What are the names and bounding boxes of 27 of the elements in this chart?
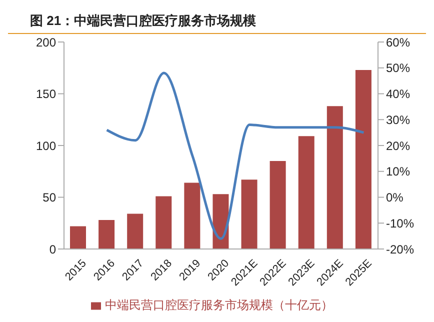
bar bbox=[298, 136, 314, 249]
line-series bbox=[106, 72, 365, 240]
bar bbox=[156, 196, 172, 249]
bar bbox=[355, 70, 372, 249]
y2-tick-label: 30% bbox=[386, 112, 410, 127]
legend-label: 中端民营口腔医疗服务市场规模（十亿元） bbox=[105, 298, 333, 312]
y-tick-label: 0 bbox=[49, 242, 56, 256]
y2-tick-label: 60% bbox=[386, 35, 410, 50]
bar bbox=[127, 214, 144, 249]
y-tick-label: 150 bbox=[36, 87, 56, 102]
bar bbox=[70, 226, 86, 249]
y-tick-label: 50 bbox=[42, 190, 56, 205]
bar bbox=[184, 182, 200, 249]
bar bbox=[270, 161, 286, 249]
y2-tick-label: 10% bbox=[386, 164, 410, 179]
y2-tick-label: -20% bbox=[386, 242, 414, 256]
bar bbox=[326, 106, 343, 249]
y2-tick-label: 40% bbox=[386, 87, 410, 102]
y-tick-label: 100 bbox=[36, 138, 56, 153]
y-tick-label: 200 bbox=[36, 35, 56, 50]
y2-tick-label: 20% bbox=[386, 138, 410, 153]
bar bbox=[98, 220, 115, 249]
bar bbox=[241, 180, 258, 249]
y2-tick-label: 50% bbox=[386, 61, 410, 76]
y2-tick-label: -10% bbox=[386, 216, 414, 230]
chart-title: 图 21：中端民营口腔医疗服务市场规模 bbox=[8, 8, 426, 34]
y2-tick-label: 0% bbox=[386, 190, 404, 205]
